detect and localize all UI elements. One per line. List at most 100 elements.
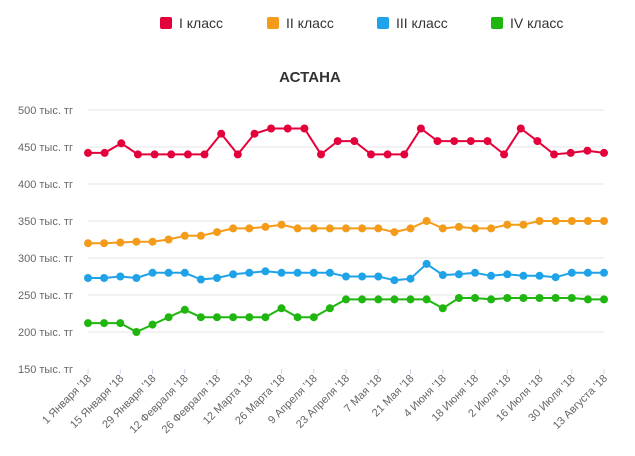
series-1-point-15[interactable] — [317, 150, 325, 159]
series-1-point-11[interactable] — [250, 129, 259, 138]
series-4-point-7[interactable] — [180, 305, 189, 314]
series-1-point-26[interactable] — [500, 150, 509, 159]
series-4-point-20[interactable] — [390, 295, 399, 304]
series-4-point-29[interactable] — [535, 294, 544, 302]
series-1-point-3[interactable] — [117, 139, 126, 148]
series-2-point-4[interactable] — [132, 237, 141, 246]
series-4-point-16[interactable] — [325, 304, 334, 313]
series-4-point-4[interactable] — [132, 328, 141, 336]
series-3-point-12[interactable] — [261, 267, 270, 276]
series-3-point-33[interactable] — [600, 268, 608, 277]
series-2-point-20[interactable] — [390, 228, 399, 237]
series-3-point-3[interactable] — [116, 272, 125, 281]
series-4-point-12[interactable] — [261, 313, 270, 322]
series-2-point-22[interactable] — [422, 217, 431, 225]
series-2-point-32[interactable] — [583, 217, 592, 225]
series-1-point-10[interactable] — [233, 150, 242, 159]
series-4-point-21[interactable] — [406, 295, 415, 304]
series-4-point-24[interactable] — [454, 294, 463, 302]
series-1-point-1[interactable] — [84, 148, 92, 157]
series-1-point-2[interactable] — [100, 148, 109, 157]
series-2-point-12[interactable] — [261, 222, 270, 231]
series-3-point-2[interactable] — [100, 274, 109, 282]
series-2-point-17[interactable] — [342, 224, 350, 233]
series-4-point-25[interactable] — [471, 294, 479, 302]
series-2-point-8[interactable] — [196, 231, 205, 240]
series-3-point-32[interactable] — [583, 268, 592, 277]
series-3-point-11[interactable] — [245, 268, 254, 277]
series-2-point-11[interactable] — [245, 224, 254, 233]
series-2-point-1[interactable] — [84, 239, 92, 248]
series-4-point-31[interactable] — [567, 294, 576, 302]
series-4-point-23[interactable] — [438, 304, 447, 313]
series-3-point-14[interactable] — [293, 268, 302, 277]
series-1-point-18[interactable] — [367, 150, 375, 159]
series-1-point-29[interactable] — [550, 150, 559, 159]
series-3-point-16[interactable] — [325, 268, 334, 277]
series-4-point-28[interactable] — [519, 294, 528, 302]
series-2-point-26[interactable] — [487, 224, 496, 233]
series-4-point-27[interactable] — [503, 294, 512, 302]
series-2-point-33[interactable] — [600, 217, 608, 225]
series-3-point-23[interactable] — [438, 271, 447, 279]
series-1-point-17[interactable] — [350, 137, 359, 146]
series-4-point-17[interactable] — [342, 295, 350, 304]
series-2-point-30[interactable] — [551, 217, 560, 225]
series-2-point-14[interactable] — [293, 224, 302, 233]
series-3-point-31[interactable] — [567, 268, 576, 277]
series-2-point-13[interactable] — [277, 220, 286, 229]
series-2-point-15[interactable] — [309, 224, 318, 233]
series-1-point-8[interactable] — [200, 150, 209, 159]
series-4-point-26[interactable] — [487, 295, 496, 304]
series-3-point-5[interactable] — [148, 268, 157, 277]
series-1-point-24[interactable] — [466, 137, 475, 146]
series-1-point-27[interactable] — [516, 124, 525, 133]
series-2-point-10[interactable] — [229, 224, 238, 233]
series-4-point-2[interactable] — [100, 319, 109, 328]
series-2-point-21[interactable] — [406, 224, 415, 233]
series-4-point-8[interactable] — [196, 313, 205, 322]
series-2-point-28[interactable] — [519, 220, 528, 229]
series-1-point-9[interactable] — [217, 129, 226, 138]
series-4-point-3[interactable] — [116, 319, 125, 328]
series-3-point-28[interactable] — [519, 271, 528, 280]
series-4-point-30[interactable] — [551, 294, 560, 302]
series-3-point-9[interactable] — [213, 274, 221, 282]
series-4-point-5[interactable] — [148, 320, 157, 329]
series-3-point-4[interactable] — [132, 274, 141, 282]
series-2-point-29[interactable] — [535, 217, 544, 225]
series-1-point-32[interactable] — [600, 148, 608, 157]
series-3-point-7[interactable] — [180, 268, 189, 277]
series-1-point-14[interactable] — [300, 124, 309, 133]
series-1-point-23[interactable] — [450, 137, 459, 146]
legend-item-3[interactable]: III класс — [377, 15, 448, 31]
series-4-point-33[interactable] — [600, 295, 608, 304]
series-2-point-7[interactable] — [180, 231, 189, 240]
series-4-point-9[interactable] — [213, 313, 221, 322]
series-4-point-13[interactable] — [277, 304, 286, 313]
series-1-point-12[interactable] — [267, 124, 276, 133]
series-3-point-10[interactable] — [229, 270, 238, 279]
series-4-point-32[interactable] — [583, 295, 592, 304]
series-1-point-5[interactable] — [150, 150, 159, 159]
series-3-point-19[interactable] — [374, 272, 383, 281]
series-1-point-28[interactable] — [533, 137, 542, 146]
series-3-point-1[interactable] — [84, 274, 92, 282]
series-4-point-19[interactable] — [374, 295, 383, 304]
series-1-point-20[interactable] — [400, 150, 409, 159]
series-3-point-8[interactable] — [196, 275, 205, 284]
series-2-point-27[interactable] — [503, 220, 512, 229]
series-2-point-23[interactable] — [438, 224, 447, 233]
series-2-point-19[interactable] — [374, 224, 383, 233]
series-3-point-13[interactable] — [277, 268, 286, 277]
series-3-point-21[interactable] — [406, 274, 415, 283]
series-4-point-1[interactable] — [84, 319, 92, 328]
series-1-point-7[interactable] — [183, 150, 192, 159]
series-4-point-10[interactable] — [229, 313, 238, 322]
series-2-point-2[interactable] — [100, 239, 109, 248]
series-1-point-4[interactable] — [133, 150, 142, 159]
series-4-point-22[interactable] — [422, 295, 431, 304]
series-3-point-6[interactable] — [164, 268, 173, 277]
series-3-point-29[interactable] — [535, 271, 544, 280]
series-2-point-5[interactable] — [148, 237, 157, 246]
